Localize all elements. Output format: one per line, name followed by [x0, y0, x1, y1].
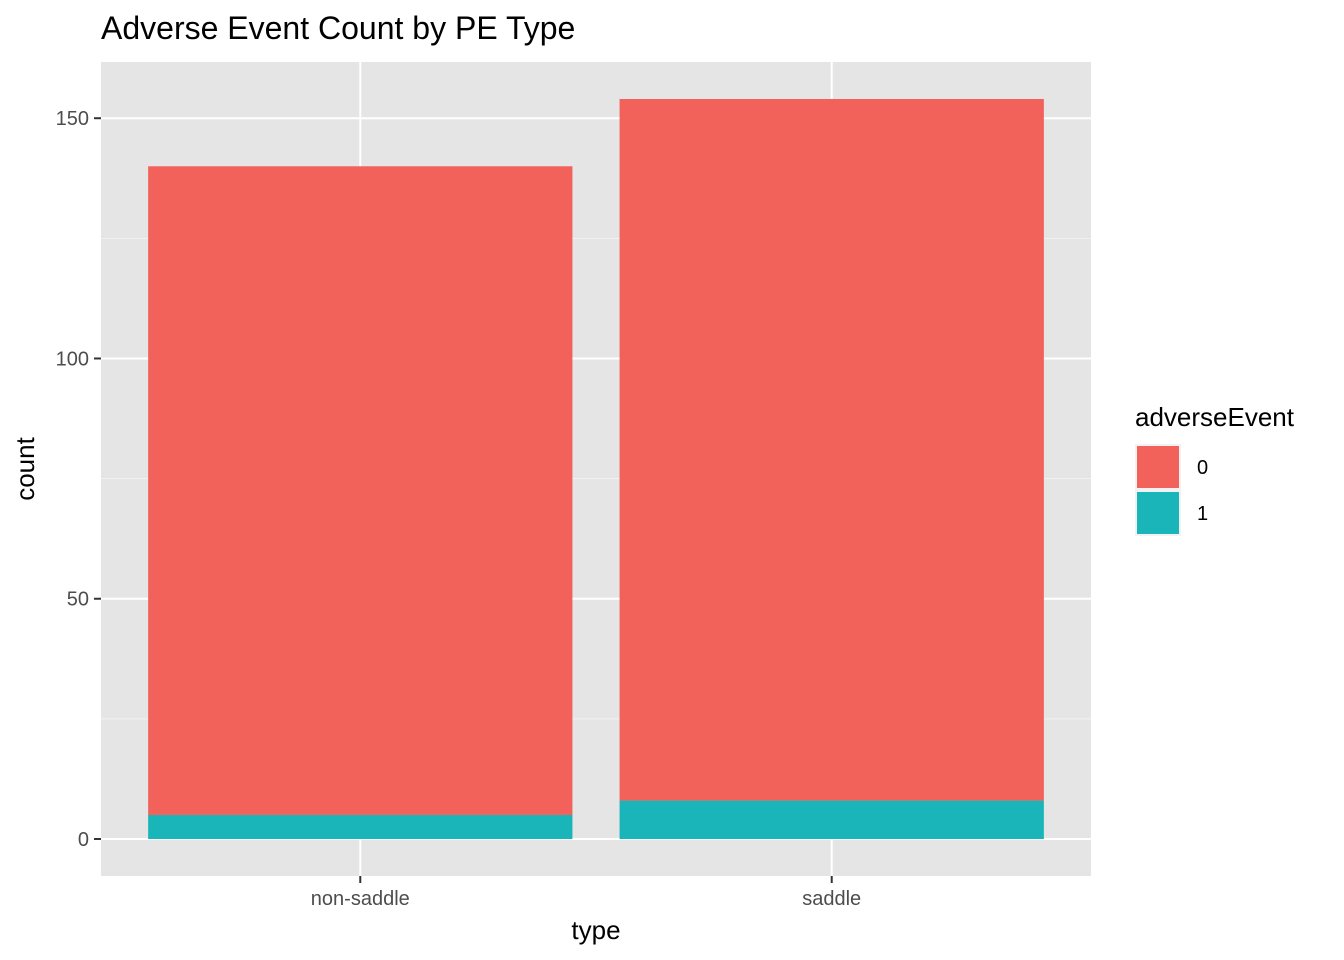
x-tick-label: non-saddle	[311, 888, 410, 910]
legend-swatch-0	[1137, 446, 1179, 488]
x-axis-title: type	[571, 915, 620, 945]
y-tick-label: 100	[56, 348, 89, 370]
bar-saddle-series-0	[619, 99, 1044, 801]
bar-non-saddle-series-1	[148, 814, 573, 839]
legend-label-0: 0	[1197, 457, 1208, 479]
bar-saddle-series-1	[619, 800, 1044, 839]
legend-title: adverseEvent	[1135, 402, 1295, 432]
y-tick-label: 0	[78, 829, 89, 851]
bars	[148, 99, 1044, 839]
legend: adverseEvent 0 1	[1135, 402, 1295, 536]
y-tick-label: 50	[67, 589, 89, 611]
x-tick-label: saddle	[802, 888, 861, 910]
y-axis-title: count	[10, 436, 40, 500]
legend-swatch-1	[1137, 492, 1179, 534]
bar-non-saddle-series-0	[148, 166, 573, 815]
y-tick-label: 150	[56, 108, 89, 130]
chart-title: Adverse Event Count by PE Type	[101, 10, 575, 46]
axes: 0 50 100 150 non-saddle saddle	[56, 108, 862, 910]
legend-label-1: 1	[1197, 503, 1208, 525]
